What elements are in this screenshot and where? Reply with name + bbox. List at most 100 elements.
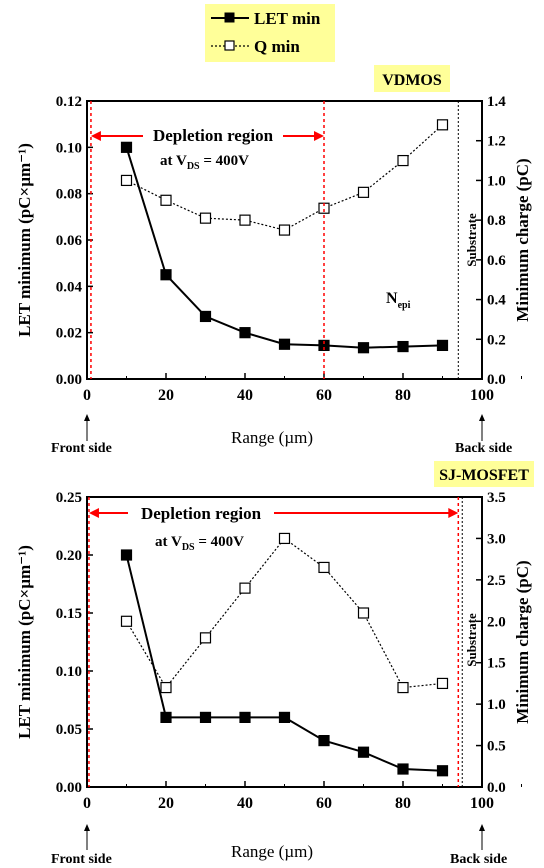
- x-tick-label: 60: [316, 795, 332, 812]
- legend-label-let-min: LET min: [254, 9, 321, 28]
- data-point-let-min: [436, 339, 449, 352]
- y2-tick-label: 1.0: [487, 697, 506, 713]
- data-point-let-min: [397, 340, 409, 353]
- legend-marker-open-square: [224, 40, 235, 51]
- y2-axis-label: Minimum charge (pC): [513, 158, 532, 321]
- data-point-q-min: [160, 194, 172, 206]
- x-ticks: 0 20 40 60 80 100: [83, 781, 522, 812]
- y-ticks-right: 0.0 0.2 0.4 0.6 0.8 1.0 1.2 1.4: [476, 94, 506, 388]
- x-tick-label: 40: [237, 795, 253, 812]
- data-point-q-min: [357, 607, 370, 619]
- y2-tick-label: 2.0: [487, 614, 506, 630]
- data-point-q-min: [278, 224, 291, 236]
- depletion-title-bg: [143, 124, 283, 146]
- x-ticks: 0 20 40 60 80 100: [83, 373, 522, 404]
- y-tick-label: 0.06: [56, 233, 83, 249]
- data-point-let-min: [397, 763, 409, 775]
- panel-vdmos: VDMOS 0 20 40 60 80 100 0.000.020.040.060.080…: [15, 65, 532, 456]
- panel-tag: SJ-MOSFET: [439, 467, 529, 484]
- x-tick-label: 80: [395, 795, 411, 812]
- y-tick-label: 0.00: [56, 372, 82, 388]
- series-layer: [120, 119, 449, 354]
- data-point-let-min: [160, 711, 172, 724]
- depletion-condition: at VDS = 400V: [160, 153, 249, 172]
- y2-tick-label: 3.0: [487, 531, 506, 547]
- y-axis-label: LET minimum (pC×µm⁻¹): [15, 545, 34, 739]
- front-side-label: Front side: [51, 852, 112, 867]
- y-tick-label: 0.12: [56, 94, 82, 110]
- data-point-q-min: [436, 677, 449, 690]
- data-point-q-min: [436, 119, 449, 131]
- depletion-title: Depletion region: [141, 504, 262, 523]
- data-point-q-min: [239, 582, 251, 594]
- panel-tag: VDMOS: [382, 72, 442, 89]
- depletion-arrow-head-right: [314, 131, 324, 141]
- y2-tick-label: 0.5: [487, 739, 506, 755]
- depletion-arrow-head-left: [88, 508, 99, 518]
- back-side-label: Back side: [455, 441, 512, 456]
- x-tick-label: 80: [395, 387, 411, 404]
- y2-tick-label: 0.2: [487, 332, 506, 348]
- y2-tick-label: 0.4: [487, 293, 506, 309]
- panel-tag-box: [374, 65, 450, 92]
- data-point-q-min: [120, 615, 133, 627]
- x-tick-label: 0: [83, 795, 91, 812]
- panel-tag-box: [434, 461, 534, 487]
- y-tick-label: 0.25: [56, 490, 82, 506]
- y-ticks-left: 0.00 0.02 0.04 0.06 0.08 0.10 0.12: [56, 94, 93, 388]
- x-tick-label: 100: [470, 795, 494, 812]
- front-side-arrow-head: [84, 824, 90, 831]
- data-point-q-min: [160, 681, 172, 694]
- x-tick-label: 20: [158, 795, 174, 812]
- data-point-let-min: [199, 310, 212, 323]
- y2-tick-label: 0.6: [487, 253, 506, 269]
- depletion-title-bg: [128, 502, 274, 524]
- y2-tick-label: 0.0: [487, 372, 506, 388]
- data-point-let-min: [120, 141, 133, 153]
- y-tick-label: 0.05: [56, 722, 82, 738]
- y2-tick-label: 1.4: [487, 94, 506, 110]
- y-tick-label: 0.02: [56, 326, 82, 342]
- data-point-let-min: [436, 765, 449, 777]
- y-tick-label: 0.00: [56, 780, 82, 796]
- depletion-arrow-head-right: [448, 508, 459, 518]
- x-tick-label: 0: [83, 387, 91, 404]
- y-tick-label: 0.20: [56, 548, 82, 564]
- x-axis-label: Range (µm): [231, 842, 313, 861]
- data-point-let-min: [239, 711, 251, 724]
- panel-sj-mosfet: SJ-MOSFET 0 20 40 60 80 100 0.000.050.100.150…: [15, 461, 534, 867]
- y2-tick-label: 2.5: [487, 573, 506, 589]
- y2-tick-label: 3.5: [487, 490, 506, 506]
- y-tick-label: 0.10: [56, 140, 82, 156]
- y2-tick-label: 0.0: [487, 780, 506, 796]
- data-point-q-min: [239, 214, 251, 226]
- data-point-let-min: [239, 327, 251, 339]
- y-ticks-left: 0.00 0.05 0.10 0.15 0.20 0.25: [56, 490, 93, 796]
- region-label: Nepi: [386, 290, 411, 311]
- data-point-let-min: [318, 339, 330, 352]
- data-point-q-min: [397, 154, 409, 167]
- data-point-let-min: [357, 342, 370, 354]
- data-point-let-min: [278, 711, 291, 724]
- legend-label-q-min: Q min: [254, 37, 300, 56]
- series-line-q-min: [125, 537, 443, 689]
- series-line-q-min: [126, 124, 443, 231]
- data-point-let-min: [199, 711, 212, 724]
- y2-tick-label: 0.8: [487, 213, 506, 229]
- y-tick-label: 0.08: [56, 187, 82, 203]
- y-tick-label: 0.15: [56, 606, 82, 622]
- data-point-let-min: [278, 338, 291, 350]
- y2-axis-label: Minimum charge (pC): [513, 560, 532, 723]
- front-side-label: Front side: [51, 441, 112, 456]
- back-side-arrow-head: [479, 414, 485, 421]
- x-tick-label: 20: [158, 387, 174, 404]
- depletion-arrow-head-left: [90, 131, 101, 141]
- series-layer: [120, 532, 449, 777]
- y-axis-label: LET minimum (pC×µm⁻¹): [15, 143, 34, 337]
- legend-item-q-min: Q min: [211, 37, 300, 56]
- data-point-q-min: [278, 532, 291, 545]
- data-point-let-min: [120, 549, 133, 561]
- legend: LET min Q min: [205, 4, 335, 62]
- data-point-q-min: [318, 561, 330, 574]
